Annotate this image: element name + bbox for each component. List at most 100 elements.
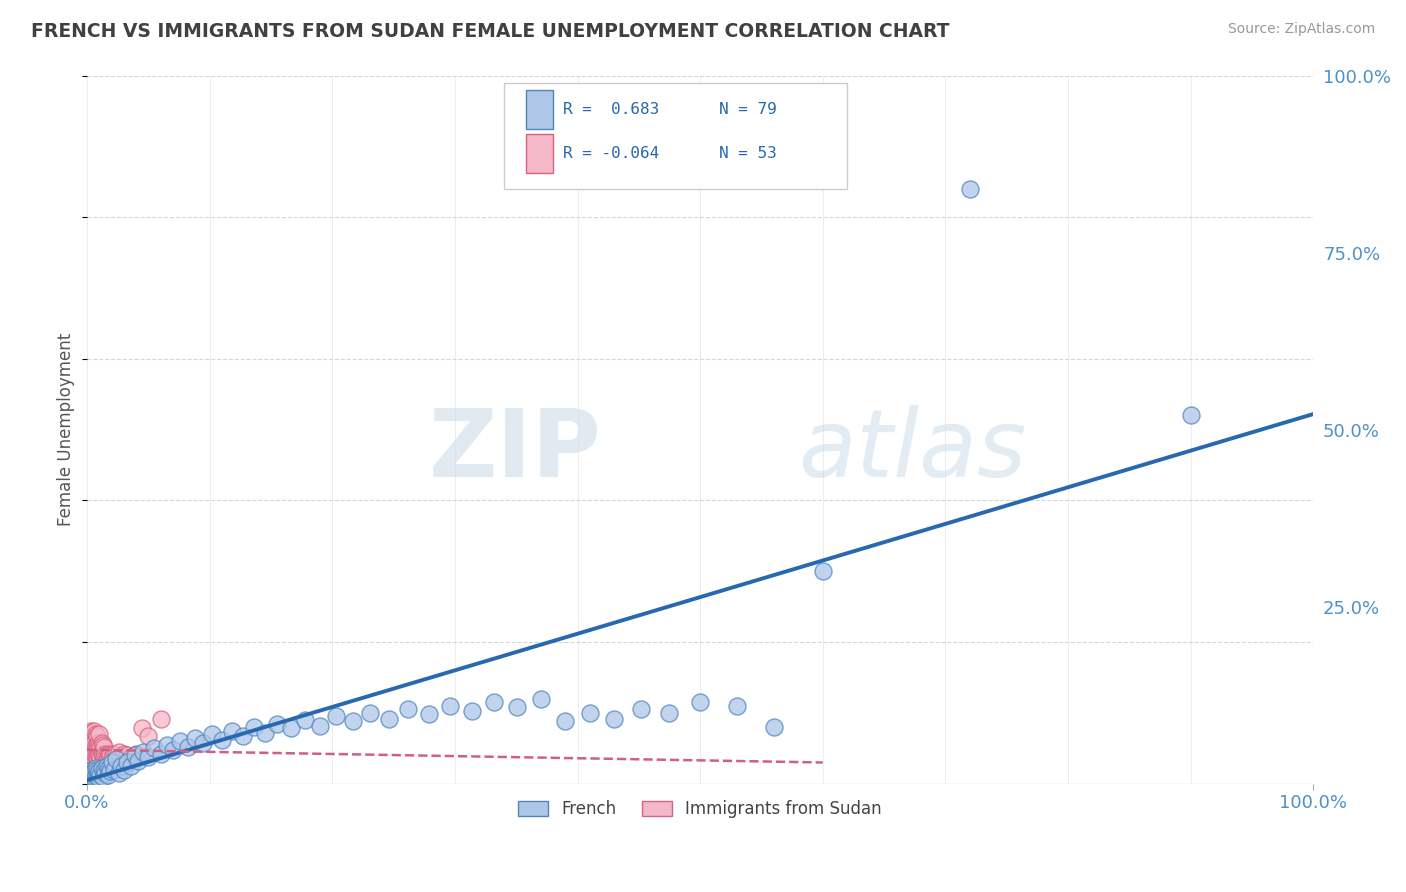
Point	[253, 725, 276, 739]
Point	[554, 714, 576, 729]
Point	[93, 763, 115, 777]
Point	[83, 770, 105, 784]
Point	[82, 739, 104, 754]
Point	[82, 729, 104, 743]
Point	[79, 738, 101, 752]
Point	[603, 712, 626, 726]
Point	[79, 749, 101, 764]
Point	[89, 727, 111, 741]
Point	[131, 722, 153, 736]
Legend: French, Immigrants from Sudan: French, Immigrants from Sudan	[512, 794, 889, 825]
Point	[80, 738, 103, 752]
Point	[79, 771, 101, 785]
Point	[93, 749, 115, 764]
Point	[108, 766, 131, 780]
Point	[377, 712, 399, 726]
Point	[112, 747, 135, 761]
Y-axis label: Female Unemployment: Female Unemployment	[58, 333, 75, 526]
Point	[83, 736, 105, 750]
Point	[83, 747, 105, 761]
Point	[325, 709, 347, 723]
Point	[396, 702, 419, 716]
Point	[105, 752, 128, 766]
Text: ZIP: ZIP	[429, 405, 602, 497]
Point	[439, 698, 461, 713]
Point	[136, 749, 159, 764]
Point	[176, 739, 198, 754]
Point	[98, 761, 121, 775]
Point	[87, 747, 110, 761]
Point	[93, 739, 115, 754]
Point	[77, 734, 100, 748]
Point	[84, 727, 107, 741]
Point	[98, 764, 121, 778]
Point	[82, 771, 104, 785]
Point	[149, 747, 172, 761]
Point	[461, 705, 484, 719]
Point	[77, 745, 100, 759]
Point	[1180, 409, 1202, 423]
Point	[689, 695, 711, 709]
Point	[79, 764, 101, 778]
Text: atlas: atlas	[799, 405, 1026, 496]
Point	[89, 749, 111, 764]
Point	[110, 759, 132, 773]
Point	[86, 770, 108, 784]
Point	[86, 749, 108, 764]
Text: Source: ZipAtlas.com: Source: ZipAtlas.com	[1227, 22, 1375, 37]
FancyBboxPatch shape	[526, 90, 553, 129]
Point	[97, 768, 120, 782]
Point	[90, 761, 112, 775]
Text: FRENCH VS IMMIGRANTS FROM SUDAN FEMALE UNEMPLOYMENT CORRELATION CHART: FRENCH VS IMMIGRANTS FROM SUDAN FEMALE U…	[31, 22, 949, 41]
Point	[132, 745, 155, 759]
Point	[86, 729, 108, 743]
Point	[506, 700, 529, 714]
Text: N = 53: N = 53	[718, 146, 776, 161]
Point	[80, 748, 103, 763]
Point	[98, 747, 121, 761]
Point	[84, 768, 107, 782]
Point	[80, 768, 103, 782]
Point	[221, 723, 243, 738]
Point	[100, 756, 122, 770]
Point	[103, 763, 125, 777]
Point	[725, 698, 748, 713]
Point	[108, 745, 131, 759]
Point	[294, 713, 316, 727]
Point	[169, 734, 191, 748]
Point	[94, 766, 117, 780]
Text: R =  0.683: R = 0.683	[562, 102, 659, 117]
Point	[84, 738, 107, 752]
Point	[418, 707, 440, 722]
Point	[530, 691, 553, 706]
Point	[84, 748, 107, 763]
Point	[658, 706, 681, 720]
Point	[143, 741, 166, 756]
Point	[79, 723, 101, 738]
Point	[96, 748, 118, 763]
Point	[91, 748, 114, 763]
Point	[149, 712, 172, 726]
Point	[201, 727, 224, 741]
FancyBboxPatch shape	[503, 83, 848, 189]
Point	[280, 722, 302, 736]
Point	[80, 763, 103, 777]
Point	[89, 768, 111, 782]
FancyBboxPatch shape	[526, 134, 553, 173]
Point	[762, 720, 785, 734]
Point	[112, 763, 135, 777]
Point	[86, 739, 108, 754]
Point	[89, 748, 111, 763]
Point	[90, 736, 112, 750]
Point	[120, 749, 142, 764]
Point	[156, 738, 179, 752]
Point	[482, 695, 505, 709]
Point	[359, 706, 381, 720]
Point	[79, 736, 101, 750]
Point	[89, 764, 111, 778]
Point	[79, 766, 101, 780]
Point	[83, 723, 105, 738]
Point	[91, 738, 114, 752]
Point	[211, 732, 233, 747]
Point	[136, 729, 159, 743]
